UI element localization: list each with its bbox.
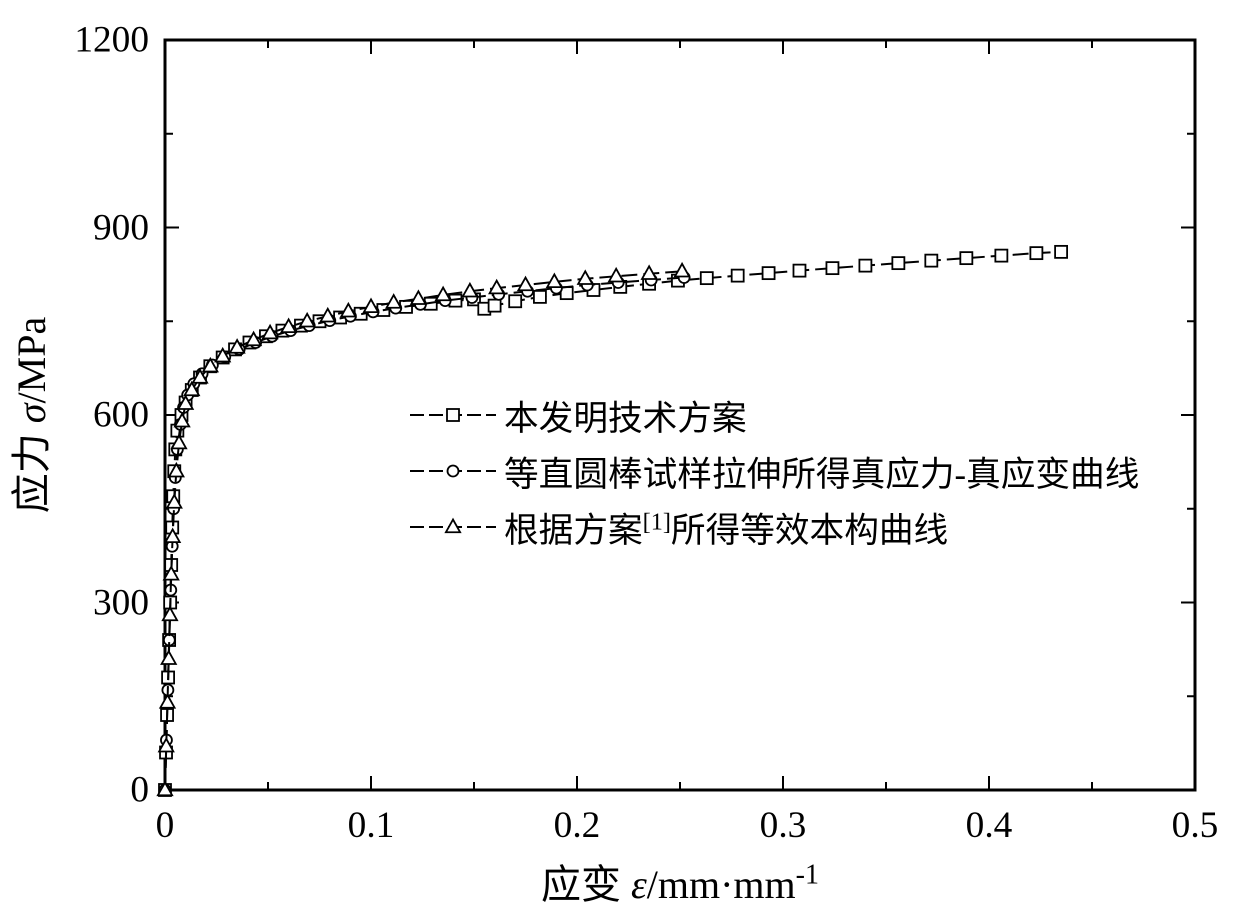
- x-tick-label: 0: [156, 804, 175, 847]
- legend-row-circle: 等直圆棒试样拉伸所得真应力-真应变曲线: [410, 446, 1139, 496]
- legend-row-square: 本发明技术方案: [410, 390, 1139, 440]
- y-label-unit: /MPa: [9, 317, 54, 404]
- legend-row-triangle: 根据方案[1]所得等效本构曲线: [410, 502, 1139, 552]
- x-label-unit-sup: -1: [796, 860, 819, 891]
- y-label-symbol: σ: [9, 403, 54, 423]
- x-tick-label: 0.5: [1172, 804, 1219, 847]
- legend-swatch-square: [410, 405, 496, 425]
- x-label-prefix: 应变: [541, 862, 631, 907]
- y-tick-label: 0: [130, 769, 149, 812]
- stress-strain-chart: 应力 σ/MPa 应变 ε/mm·mm-1 0 0.1 0.2 0.3 0.4 0.5 0 3…: [0, 0, 1240, 924]
- y-tick-label: 900: [93, 206, 149, 249]
- legend: 本发明技术方案等直圆棒试样拉伸所得真应力-真应变曲线根据方案[1]所得等效本构曲…: [410, 390, 1139, 558]
- y-tick-label: 600: [93, 394, 149, 437]
- legend-swatch-circle: [410, 461, 496, 481]
- y-axis-label: 应力 σ/MPa: [0, 317, 57, 513]
- y-tick-label: 300: [93, 581, 149, 624]
- y-tick-label: 1200: [74, 19, 149, 62]
- x-label-symbol: ε: [631, 862, 647, 907]
- x-tick-label: 0.1: [348, 804, 395, 847]
- x-tick-label: 0.4: [966, 804, 1013, 847]
- x-tick-label: 0.2: [554, 804, 601, 847]
- x-axis-label: 应变 ε/mm·mm-1: [541, 852, 819, 910]
- legend-label-square: 本发明技术方案: [504, 390, 747, 440]
- legend-swatch-triangle: [410, 517, 496, 537]
- legend-label-triangle: 根据方案[1]所得等效本构曲线: [504, 502, 948, 552]
- x-tick-label: 0.3: [760, 804, 807, 847]
- y-label-prefix: 应力: [9, 423, 54, 513]
- legend-label-circle: 等直圆棒试样拉伸所得真应力-真应变曲线: [504, 446, 1139, 496]
- x-label-unit: /mm·mm: [647, 862, 796, 907]
